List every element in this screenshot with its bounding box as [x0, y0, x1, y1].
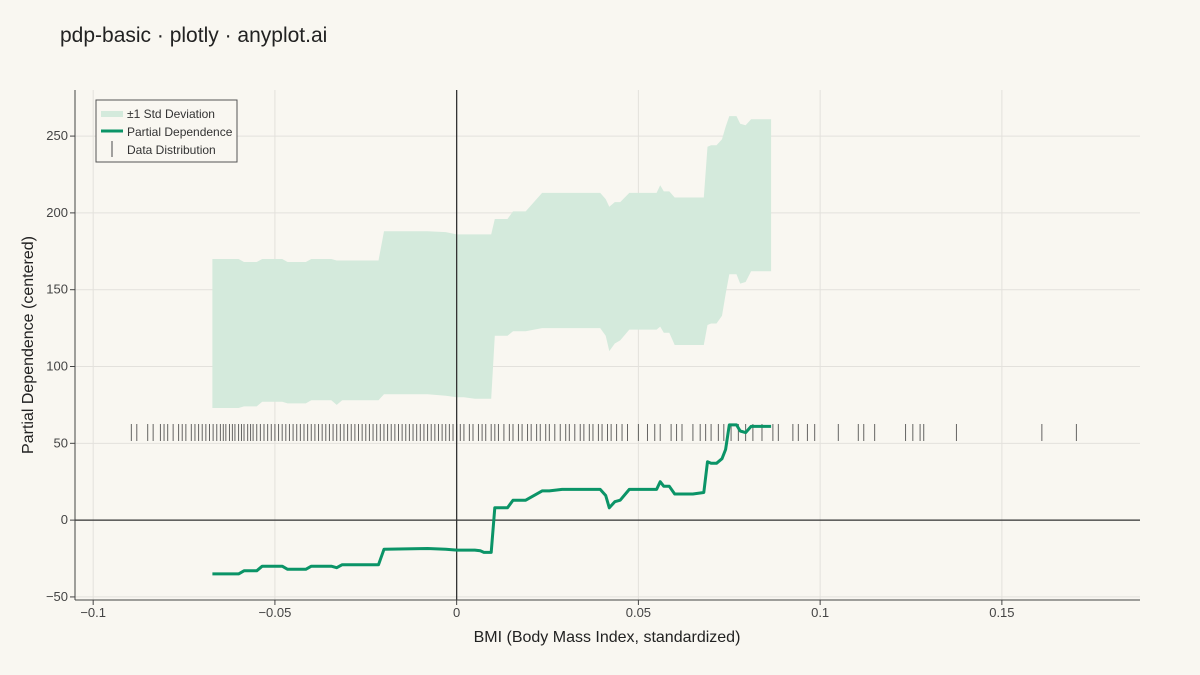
- y-tick-label: 250: [46, 128, 68, 143]
- std-band-layer: [212, 116, 772, 408]
- legend-band-swatch: [101, 111, 123, 117]
- data-distribution-rug: [130, 424, 1077, 441]
- zero-lines: [75, 90, 1140, 600]
- x-axis-title: BMI (Body Mass Index, standardized): [474, 629, 741, 646]
- partial-dependence-layer: [212, 423, 772, 576]
- x-tick-label: 0.15: [989, 605, 1014, 620]
- x-tick-label: 0: [453, 605, 460, 620]
- y-tick-label: 200: [46, 205, 68, 220]
- x-tick-label: 0.05: [626, 605, 651, 620]
- partial-dependence-line: [212, 423, 772, 576]
- y-tick-label: 100: [46, 359, 68, 374]
- legend-label-pdp: Partial Dependence: [127, 125, 233, 139]
- x-tick-label: −0.1: [80, 605, 106, 620]
- std-deviation-band: [212, 116, 772, 408]
- page-title: pdp-basic · plotly · anyplot.ai: [60, 24, 328, 47]
- y-tick-label: 50: [54, 435, 68, 450]
- y-tick-label: −50: [46, 589, 68, 604]
- x-tick-labels: −0.1 −0.05 0 0.05 0.1 0.15: [80, 600, 1015, 620]
- x-tick-label: 0.1: [811, 605, 829, 620]
- grid: [75, 90, 1140, 600]
- axes: [74, 90, 1140, 601]
- legend-label-rug: Data Distribution: [127, 143, 216, 157]
- x-tick-label: −0.05: [258, 605, 291, 620]
- y-tick-label: 150: [46, 282, 68, 297]
- y-tick-label: 0: [61, 512, 68, 527]
- y-tick-labels: −50 0 50 100 150 200 250: [46, 128, 75, 604]
- y-axis-title: Partial Dependence (centered): [20, 236, 37, 454]
- legend-label-std: ±1 Std Deviation: [127, 107, 215, 121]
- legend: ±1 Std Deviation Partial Dependence Data…: [95, 99, 238, 163]
